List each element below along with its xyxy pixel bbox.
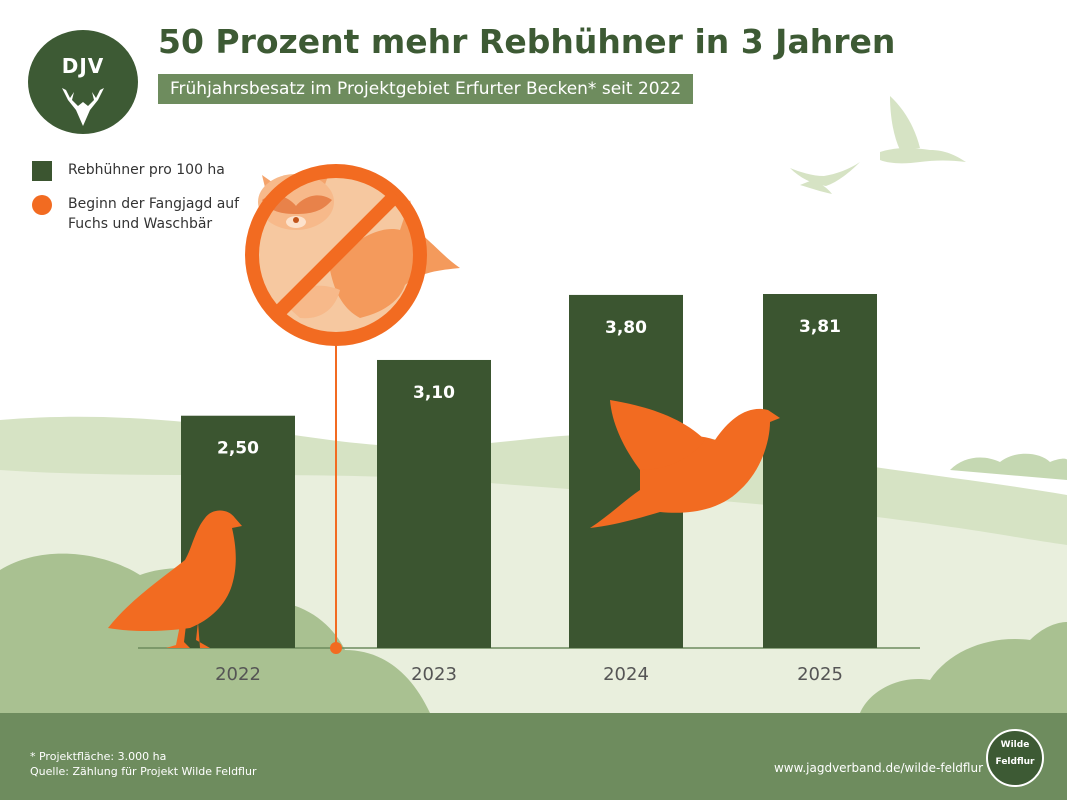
partridge-icon [108, 510, 242, 648]
badge-line-2: Feldflur [995, 757, 1035, 767]
no-predators-icon [245, 164, 460, 654]
footnote: * Projektfläche: 3.000 ha [30, 750, 167, 763]
djv-logo: DJV [28, 30, 138, 134]
annotation-dot [330, 642, 342, 654]
bush-right [860, 622, 1067, 713]
bush-right-far [950, 453, 1067, 480]
logo-text: DJV [61, 54, 105, 78]
footer-url[interactable]: www.jagdverband.de/wilde-feldflur [773, 761, 983, 775]
legend-item-bars: Rebhühner pro 100 ha [32, 160, 258, 181]
page-title: 50 Prozent mehr Rebhühner in 3 Jahren [158, 22, 896, 61]
source-note: Quelle: Zählung für Projekt Wilde Feldfl… [30, 765, 257, 778]
deer-antler-icon [62, 88, 104, 126]
legend-swatch-square [32, 161, 52, 181]
x-tick-label: 2023 [411, 664, 457, 685]
bar-value-label: 3,81 [799, 317, 841, 337]
x-tick-label: 2024 [603, 664, 649, 685]
badge-line-1: Wilde [1000, 740, 1030, 750]
page-subtitle: Frühjahrsbesatz im Projektgebiet Erfurte… [158, 74, 694, 104]
x-tick-label: 2025 [797, 664, 843, 685]
bird-icon [880, 96, 966, 164]
bar-2025 [763, 294, 877, 648]
footer-notes: * Projektfläche: 3.000 ha Quelle: Zählun… [30, 749, 256, 779]
x-tick-label: 2022 [215, 664, 261, 685]
bird-icon [790, 162, 860, 194]
legend-item-marker: Beginn der Fangjagd auf Fuchs und Waschb… [32, 194, 258, 234]
legend-label: Beginn der Fangjagd auf Fuchs und Waschb… [68, 196, 240, 232]
bar-value-label: 3,10 [413, 383, 455, 403]
flying-partridge-icon [590, 400, 780, 528]
legend-label: Rebhühner pro 100 ha [68, 162, 225, 178]
legend-swatch-dot [32, 195, 52, 215]
bar-value-label: 3,80 [605, 318, 647, 338]
bar-group: 2,50 2022 3,10 2023 3,80 2024 3,81 2025 [181, 294, 877, 685]
bar-2023 [377, 359, 491, 648]
footer: * Projektfläche: 3.000 ha Quelle: Zählun… [0, 713, 1067, 800]
wilde-feldflur-logo: Wilde Feldflur [986, 729, 1044, 787]
bar-value-label: 2,50 [217, 439, 259, 459]
